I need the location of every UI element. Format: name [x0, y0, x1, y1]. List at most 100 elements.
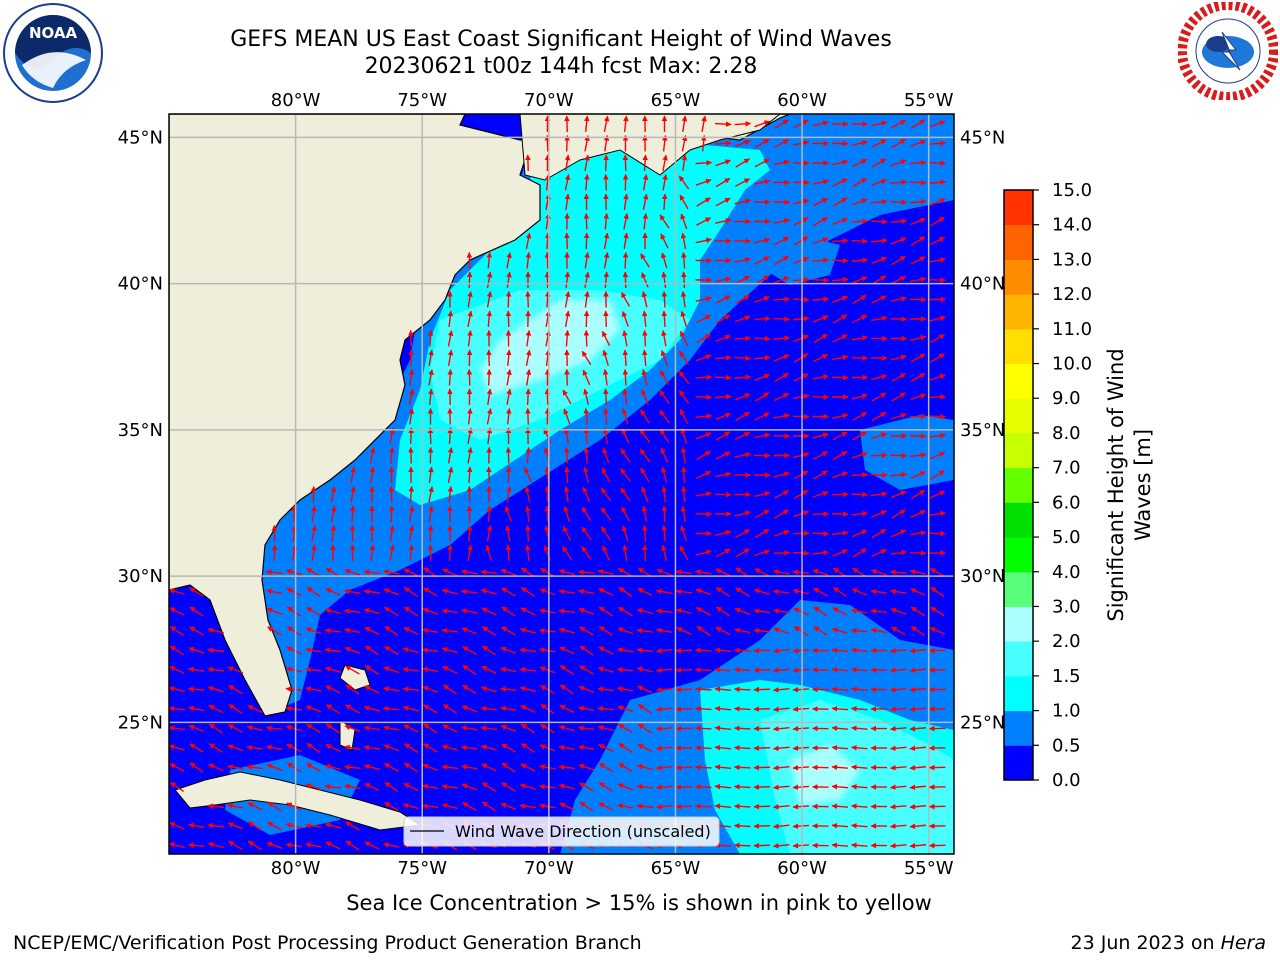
direction-arrow — [812, 120, 829, 127]
direction-arrow — [584, 252, 590, 269]
direction-arrow — [363, 744, 381, 751]
direction-arrow — [715, 412, 731, 421]
direction-arrow — [792, 530, 810, 537]
direction-arrow — [344, 724, 361, 732]
direction-arrow — [441, 627, 459, 634]
direction-arrow — [832, 354, 849, 361]
direction-arrow — [852, 294, 867, 305]
direction-arrow — [851, 491, 869, 498]
direction-arrow — [792, 764, 810, 771]
direction-arrow — [930, 606, 945, 617]
direction-arrow — [481, 665, 497, 675]
direction-arrow — [753, 823, 771, 829]
direction-arrow — [929, 198, 946, 206]
direction-arrow — [601, 467, 611, 483]
direction-arrow — [735, 431, 751, 441]
direction-arrow — [656, 588, 673, 595]
direction-arrow — [831, 822, 849, 829]
direction-arrow — [583, 446, 589, 464]
colorbar-segment — [1004, 502, 1033, 538]
direction-arrow — [603, 115, 610, 132]
direction-arrow — [325, 685, 341, 694]
direction-arrow — [305, 783, 322, 791]
direction-arrow — [678, 370, 690, 385]
direction-arrow — [754, 412, 770, 421]
direction-arrow — [601, 526, 611, 541]
direction-arrow — [831, 491, 849, 498]
nws-logo — [1178, 2, 1278, 100]
direction-arrow — [603, 154, 609, 172]
direction-arrow — [642, 329, 648, 347]
direction-arrow — [447, 427, 453, 445]
direction-arrow — [793, 373, 809, 382]
direction-arrow — [850, 803, 868, 810]
direction-arrow — [715, 451, 731, 460]
direction-arrow — [583, 407, 589, 425]
direction-arrow — [467, 407, 473, 425]
lon-label: 80°W — [271, 858, 321, 879]
direction-arrow — [267, 821, 282, 831]
direction-arrow — [871, 158, 887, 168]
direction-arrow — [754, 509, 770, 519]
direction-arrow — [562, 389, 572, 405]
direction-arrow — [581, 526, 592, 541]
direction-arrow — [602, 545, 610, 561]
direction-arrow — [851, 510, 868, 517]
colorbar-tick-label: 9.0 — [1052, 388, 1081, 409]
direction-arrow — [850, 686, 868, 693]
direction-arrow — [696, 333, 711, 344]
direction-arrow — [622, 388, 628, 406]
direction-arrow — [422, 627, 439, 634]
direction-arrow — [286, 646, 302, 655]
direction-arrow — [696, 197, 711, 207]
direction-arrow — [910, 606, 926, 617]
direction-arrow — [735, 178, 751, 187]
direction-arrow — [525, 290, 531, 308]
direction-arrow — [403, 724, 419, 733]
direction-arrow — [851, 276, 868, 284]
direction-arrow — [910, 217, 926, 226]
direction-arrow — [540, 567, 555, 578]
direction-arrow — [773, 471, 790, 478]
direction-arrow — [851, 218, 869, 225]
direction-arrow — [929, 568, 945, 577]
direction-arrow — [563, 408, 571, 425]
colorbar-segment — [1004, 537, 1033, 573]
direction-arrow — [734, 121, 752, 127]
direction-arrow — [793, 256, 810, 264]
direction-arrow — [620, 292, 631, 307]
direction-arrow — [655, 687, 673, 693]
direction-arrow — [247, 705, 263, 713]
direction-arrow — [505, 290, 512, 308]
direction-arrow — [929, 373, 946, 381]
direction-arrow — [832, 450, 848, 461]
direction-arrow — [675, 745, 693, 751]
direction-arrow — [753, 725, 771, 732]
direction-arrow — [408, 525, 415, 542]
direction-arrow — [601, 330, 611, 346]
direction-arrow — [661, 310, 668, 328]
direction-arrow — [403, 626, 419, 636]
direction-arrow — [812, 432, 829, 439]
direction-arrow — [871, 528, 887, 539]
direction-arrow — [753, 315, 771, 322]
direction-arrow — [714, 803, 732, 809]
direction-arrow — [753, 706, 771, 712]
direction-arrow — [486, 368, 492, 386]
colorbar-tick-label: 5.0 — [1052, 527, 1081, 548]
direction-arrow — [753, 667, 771, 673]
direction-arrow — [207, 627, 224, 634]
direction-arrow — [384, 606, 399, 617]
direction-arrow — [871, 275, 887, 285]
direction-arrow — [715, 177, 731, 188]
direction-arrow — [910, 471, 926, 479]
direction-arrow — [598, 587, 614, 597]
chart-title: GEFS MEAN US East Coast Significant Heig… — [230, 27, 892, 52]
lat-label: 45°N — [118, 127, 163, 148]
direction-arrow — [423, 743, 438, 753]
direction-arrow — [890, 490, 907, 499]
lat-label: 25°N — [960, 712, 1005, 733]
direction-arrow — [909, 452, 927, 458]
direction-arrow — [909, 784, 927, 791]
colorbar-tick-label: 13.0 — [1052, 249, 1092, 270]
